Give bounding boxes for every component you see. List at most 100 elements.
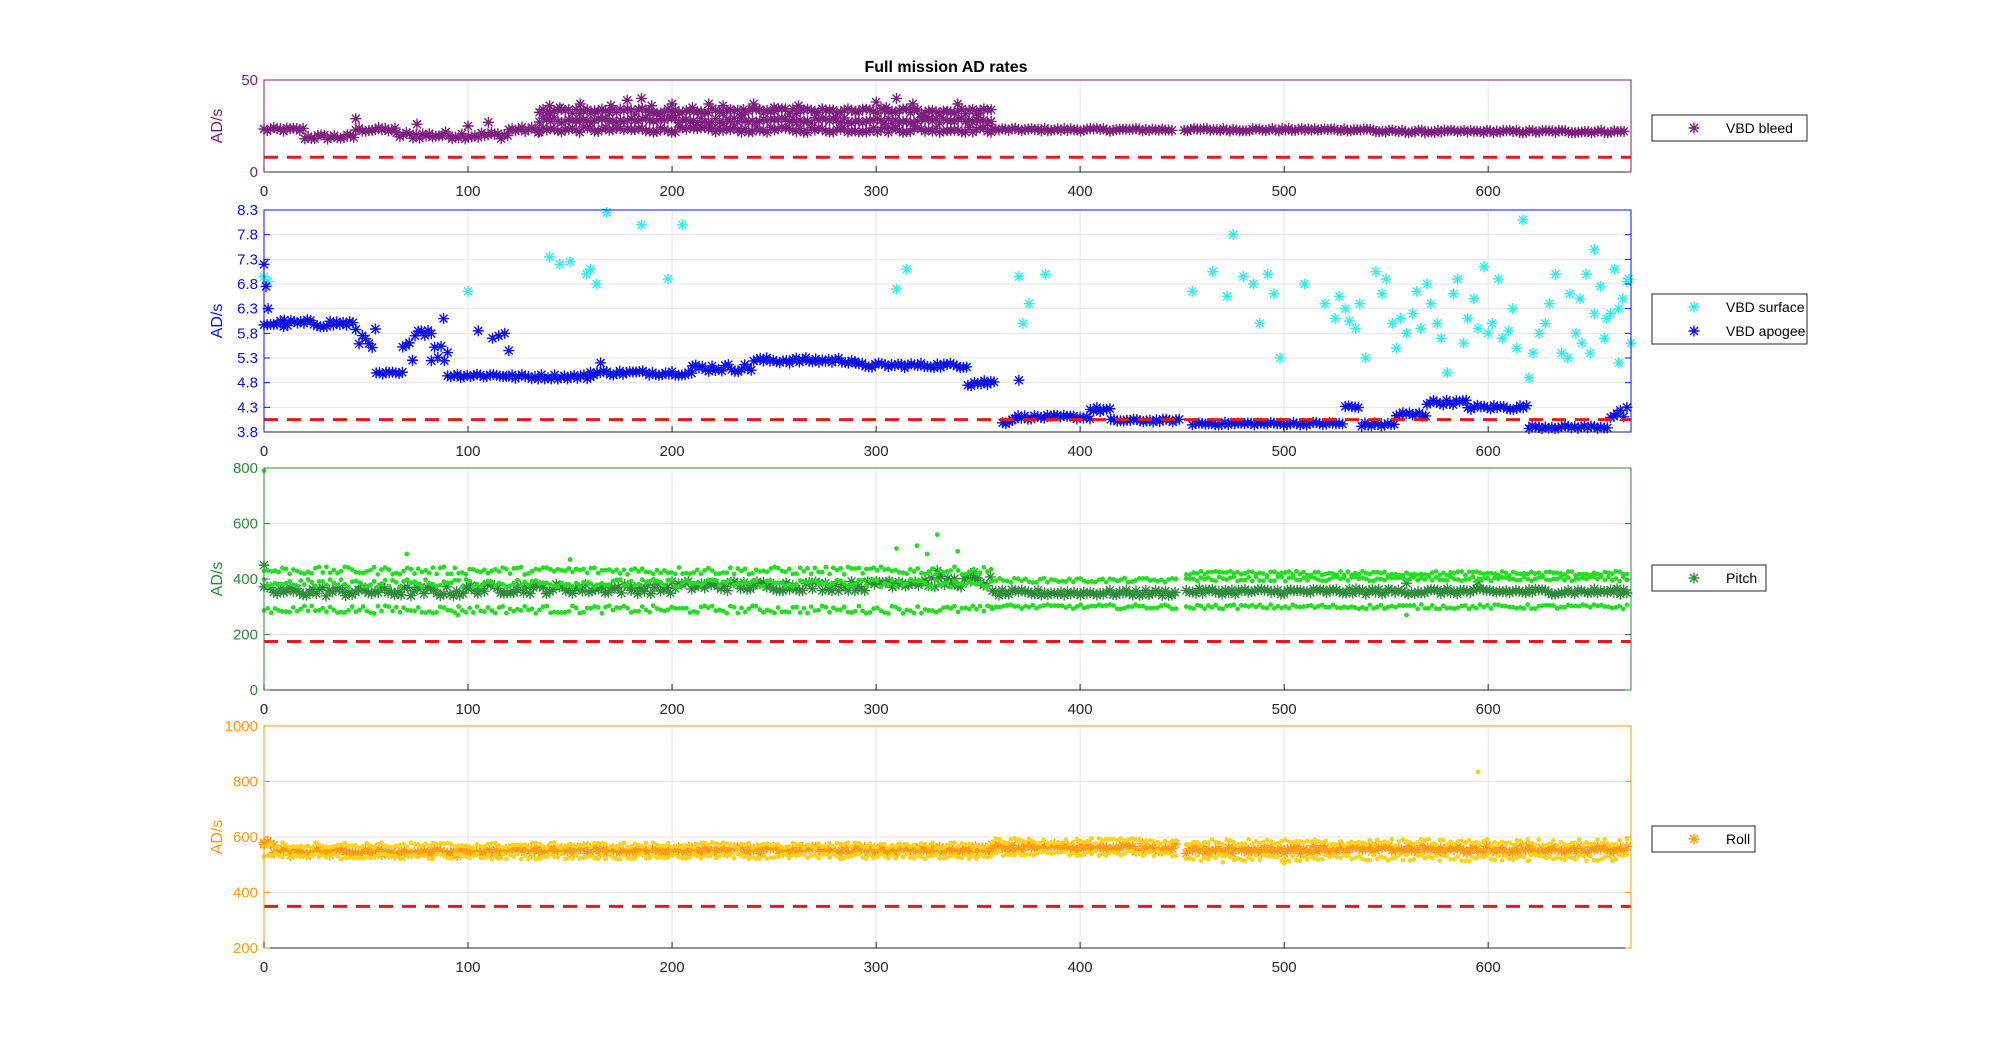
data-point bbox=[1370, 266, 1382, 278]
y-tick-labels: 050 bbox=[241, 72, 1631, 181]
data-point bbox=[1514, 605, 1520, 611]
data-point bbox=[432, 351, 444, 363]
data-point bbox=[805, 104, 817, 116]
data-point bbox=[924, 551, 930, 557]
data-point bbox=[850, 105, 862, 117]
data-point bbox=[812, 845, 818, 851]
data-point bbox=[537, 607, 542, 613]
data-point bbox=[617, 856, 623, 862]
data-point bbox=[703, 365, 715, 377]
data-point bbox=[633, 115, 645, 127]
data-point bbox=[1202, 571, 1207, 577]
data-point bbox=[1434, 398, 1446, 410]
data-point bbox=[1216, 840, 1222, 846]
data-point bbox=[1268, 569, 1274, 575]
x-tick-label: 300 bbox=[864, 443, 889, 460]
data-point bbox=[1529, 569, 1534, 575]
data-point bbox=[1246, 569, 1252, 575]
data-point bbox=[371, 845, 377, 851]
data-point bbox=[1440, 837, 1446, 843]
data-point bbox=[537, 567, 542, 573]
data-point bbox=[1620, 853, 1626, 859]
data-point bbox=[695, 106, 707, 118]
data-point bbox=[937, 582, 943, 588]
data-point bbox=[820, 113, 832, 125]
data-point bbox=[808, 578, 814, 584]
data-point bbox=[376, 124, 388, 136]
data-point bbox=[1490, 586, 1502, 598]
data-point bbox=[544, 565, 550, 571]
data-point bbox=[713, 855, 719, 861]
data-point bbox=[724, 579, 730, 585]
x-tick-label: 200 bbox=[660, 443, 685, 460]
data-point bbox=[566, 566, 572, 571]
data-point bbox=[1111, 576, 1116, 582]
data-point bbox=[1418, 575, 1424, 581]
data-point bbox=[889, 603, 895, 609]
data-point bbox=[944, 843, 956, 855]
data-point bbox=[614, 845, 619, 851]
y-tick-label: 6.3 bbox=[237, 301, 258, 318]
data-point bbox=[1562, 605, 1567, 610]
data-point bbox=[1432, 124, 1444, 136]
data-point bbox=[624, 845, 636, 857]
data-point bbox=[1268, 586, 1280, 598]
data-point bbox=[658, 124, 670, 136]
data-point bbox=[412, 571, 417, 576]
data-point bbox=[1341, 843, 1347, 849]
data-point bbox=[1144, 838, 1150, 844]
data-point bbox=[819, 355, 831, 367]
data-point bbox=[1055, 411, 1067, 423]
data-point bbox=[710, 104, 722, 116]
data-point bbox=[309, 845, 315, 851]
data-point bbox=[1559, 125, 1571, 137]
data-point bbox=[423, 852, 428, 858]
data-point bbox=[526, 607, 531, 613]
data-point bbox=[1540, 603, 1545, 609]
data-point bbox=[1389, 571, 1395, 577]
data-point bbox=[993, 835, 999, 841]
data-point bbox=[511, 580, 517, 586]
data-point bbox=[1169, 853, 1175, 859]
data-point bbox=[1048, 124, 1060, 136]
data-point bbox=[746, 126, 758, 138]
data-point bbox=[1227, 229, 1239, 241]
data-point bbox=[757, 842, 763, 848]
data-point bbox=[1578, 847, 1590, 859]
data-point bbox=[474, 568, 480, 574]
data-point bbox=[1125, 604, 1131, 609]
data-point bbox=[1437, 577, 1443, 583]
data-point bbox=[595, 605, 601, 610]
data-point bbox=[650, 852, 656, 858]
data-point bbox=[871, 577, 877, 583]
data-point bbox=[1067, 852, 1072, 858]
data-point bbox=[500, 581, 506, 587]
data-point bbox=[841, 571, 847, 577]
data-point bbox=[577, 856, 583, 861]
data-point bbox=[932, 572, 944, 584]
data-point bbox=[415, 581, 421, 587]
data-point bbox=[584, 570, 590, 576]
data-point bbox=[592, 840, 597, 846]
data-point bbox=[408, 840, 414, 846]
data-point bbox=[1454, 843, 1466, 855]
data-point bbox=[824, 115, 836, 127]
data-point bbox=[772, 113, 784, 125]
data-point bbox=[301, 852, 307, 858]
data-point bbox=[981, 844, 987, 850]
data-point bbox=[1214, 125, 1226, 137]
data-point bbox=[813, 356, 825, 368]
data-point bbox=[563, 123, 575, 135]
data-point bbox=[592, 565, 597, 571]
data-point bbox=[885, 566, 891, 572]
data-point bbox=[573, 566, 579, 572]
data-point bbox=[891, 846, 903, 858]
data-point bbox=[1081, 587, 1093, 599]
data-point bbox=[1412, 846, 1424, 858]
data-point bbox=[518, 842, 524, 848]
data-point bbox=[1257, 602, 1263, 608]
data-point bbox=[467, 844, 473, 850]
data-point bbox=[1268, 853, 1274, 859]
data-point bbox=[1349, 839, 1354, 845]
data-point bbox=[570, 124, 582, 136]
